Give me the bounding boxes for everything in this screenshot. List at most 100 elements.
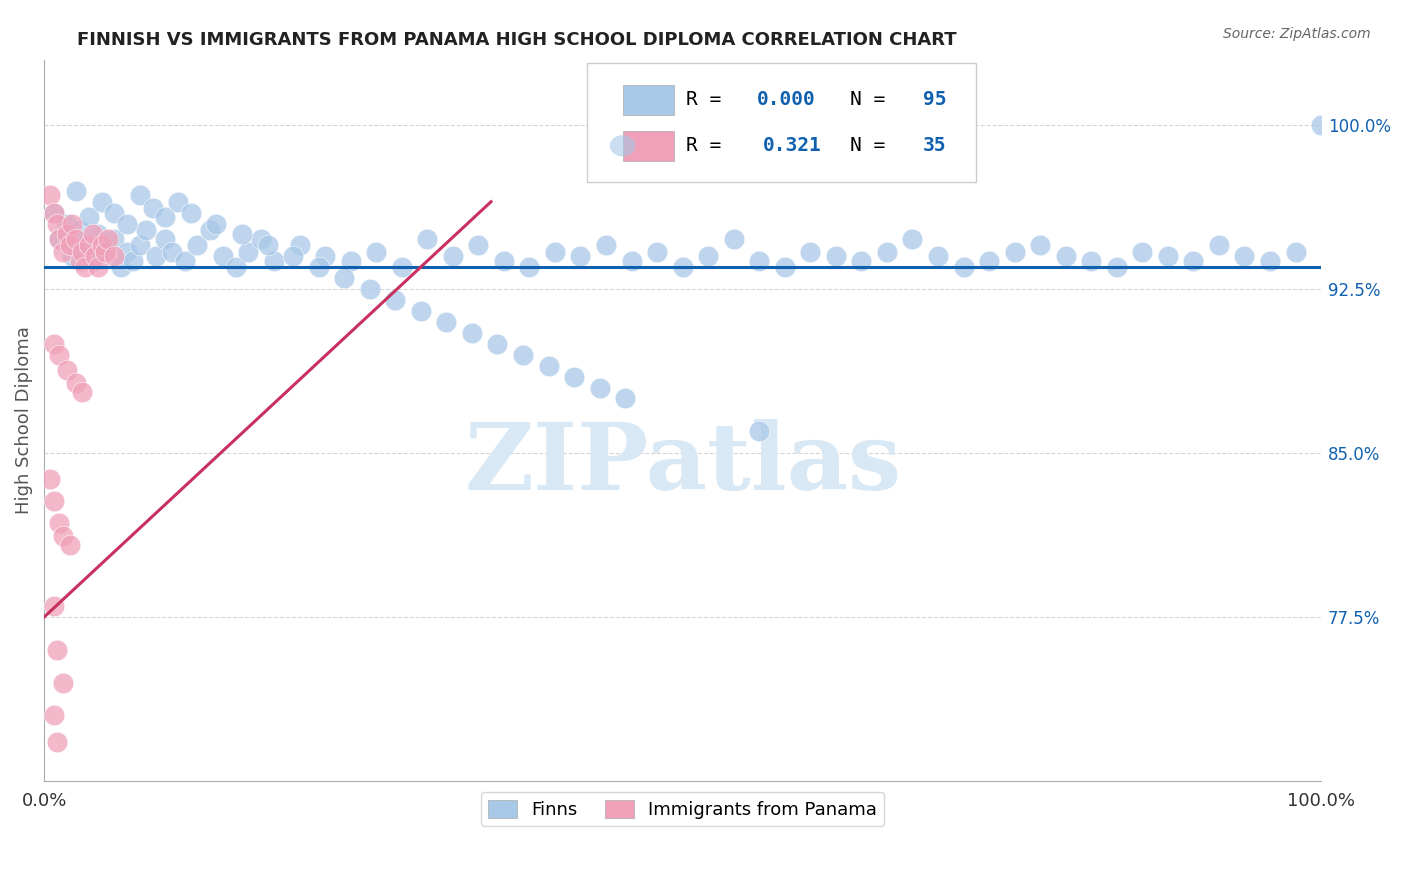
Point: [225, 260, 247, 275]
Point: [145, 249, 167, 263]
Point: [115, 244, 138, 259]
Point: [256, 238, 278, 252]
Point: [103, 205, 125, 219]
Point: [416, 232, 439, 246]
Point: [186, 238, 208, 252]
Point: [1130, 244, 1153, 259]
Text: 35: 35: [922, 136, 946, 155]
Point: [160, 244, 183, 259]
Point: [1105, 260, 1128, 275]
Point: [333, 271, 356, 285]
Point: [492, 253, 515, 268]
Point: [167, 194, 190, 209]
Point: [645, 244, 668, 259]
Point: [927, 249, 949, 263]
Legend: Finns, Immigrants from Panama: Finns, Immigrants from Panama: [481, 792, 884, 826]
Point: [82, 253, 104, 268]
Point: [314, 249, 336, 263]
Text: R =: R =: [686, 136, 745, 155]
Point: [977, 253, 1000, 268]
Point: [135, 223, 157, 237]
Point: [44, 205, 66, 219]
Point: [73, 260, 96, 275]
Point: [94, 244, 117, 259]
Point: [562, 369, 585, 384]
Point: [212, 249, 235, 263]
Point: [231, 227, 253, 242]
Point: [486, 336, 509, 351]
Text: ZIPatlas: ZIPatlas: [464, 418, 901, 508]
Point: [198, 223, 221, 237]
Point: [952, 260, 974, 275]
Point: [115, 217, 138, 231]
Point: [56, 217, 79, 231]
Point: [72, 244, 94, 259]
Text: N =: N =: [849, 90, 897, 109]
Point: [69, 223, 91, 237]
Point: [441, 249, 464, 263]
Point: [110, 260, 132, 275]
Point: [180, 205, 202, 219]
Point: [77, 238, 100, 252]
Point: [52, 244, 75, 259]
Point: [359, 282, 381, 296]
Point: [65, 232, 87, 246]
Point: [517, 260, 540, 275]
Point: [44, 599, 66, 613]
Point: [142, 201, 165, 215]
Point: [1284, 244, 1306, 259]
Point: [281, 249, 304, 263]
Point: [1310, 118, 1333, 132]
Point: [467, 238, 489, 252]
Point: [173, 253, 195, 268]
Point: [82, 227, 104, 242]
Point: [44, 708, 66, 723]
Point: [1258, 253, 1281, 268]
Point: [569, 249, 592, 263]
Point: [48, 232, 70, 246]
Point: [59, 238, 82, 252]
Point: [90, 194, 112, 209]
Point: [87, 260, 110, 275]
Point: [205, 217, 228, 231]
Text: R =: R =: [686, 90, 734, 109]
Point: [434, 315, 457, 329]
Point: [461, 326, 484, 340]
Point: [773, 260, 796, 275]
Point: [155, 210, 177, 224]
Point: [595, 238, 617, 252]
Point: [94, 244, 117, 259]
Point: [56, 227, 79, 242]
Point: [97, 232, 120, 246]
Point: [128, 238, 150, 252]
Point: [671, 260, 693, 275]
Point: [45, 217, 67, 231]
Point: [72, 384, 94, 399]
Point: [391, 260, 413, 275]
Text: N =: N =: [849, 136, 897, 155]
Point: [52, 675, 75, 690]
Point: [366, 244, 388, 259]
Point: [824, 249, 846, 263]
Point: [263, 253, 285, 268]
Point: [44, 205, 66, 219]
Point: [799, 244, 821, 259]
Point: [60, 249, 83, 263]
Bar: [623, 85, 673, 115]
Point: [339, 253, 361, 268]
Point: [748, 424, 770, 438]
Text: 0.321: 0.321: [763, 136, 821, 155]
Point: [1157, 249, 1180, 263]
Point: [250, 232, 273, 246]
Point: [84, 249, 107, 263]
Text: FINNISH VS IMMIGRANTS FROM PANAMA HIGH SCHOOL DIPLOMA CORRELATION CHART: FINNISH VS IMMIGRANTS FROM PANAMA HIGH S…: [77, 31, 957, 49]
Point: [48, 232, 70, 246]
Point: [1233, 249, 1256, 263]
Point: [1080, 253, 1102, 268]
Text: 0.000: 0.000: [756, 90, 815, 109]
Point: [60, 217, 83, 231]
Point: [90, 238, 112, 252]
Point: [588, 380, 610, 394]
Point: [1208, 238, 1230, 252]
Y-axis label: High School Diploma: High School Diploma: [15, 326, 32, 514]
